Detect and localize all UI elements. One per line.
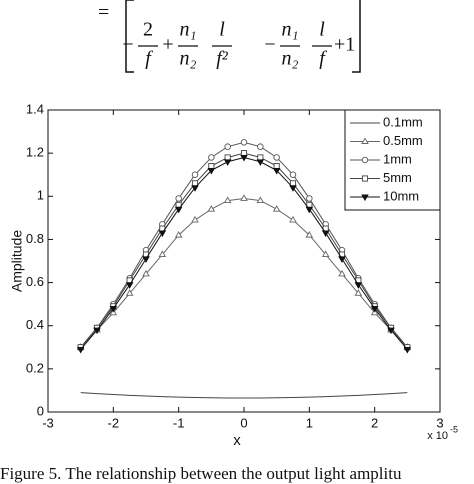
- x-tick-label: -2: [108, 415, 120, 430]
- marker: [338, 256, 346, 263]
- legend-label: 5mm: [383, 170, 412, 185]
- marker: [256, 159, 265, 166]
- eq-numerator: n₁: [180, 19, 197, 41]
- eq-denominator: f: [145, 48, 153, 70]
- eq-denominator: f²: [216, 48, 229, 70]
- marker: [272, 205, 281, 212]
- marker: [305, 206, 314, 214]
- series-line: [80, 392, 408, 399]
- marker: [387, 327, 395, 335]
- marker: [76, 346, 85, 354]
- caption: Figure 5. The relationship between the o…: [0, 464, 402, 483]
- marker: [354, 282, 363, 289]
- legend-label: 1mm: [383, 151, 412, 166]
- x-tick-label: 0: [240, 415, 247, 430]
- y-tick-label: 1.2: [26, 145, 44, 160]
- bracket: [125, 0, 361, 73]
- marker: [361, 156, 369, 164]
- marker: [208, 163, 215, 170]
- marker: [93, 327, 101, 335]
- y-tick-label: 0.8: [26, 231, 44, 246]
- marker: [338, 269, 346, 277]
- marker: [142, 256, 150, 263]
- eq-numerator: l: [219, 19, 225, 41]
- x-axis-label: x: [233, 432, 241, 449]
- marker: [361, 194, 369, 202]
- y-tick-label: 0.4: [26, 317, 44, 332]
- marker: [289, 215, 297, 223]
- x-tick-label: -1: [173, 415, 185, 430]
- marker: [370, 306, 379, 313]
- series-line: [80, 197, 408, 348]
- marker: [257, 143, 264, 150]
- x-exponent: -5: [450, 424, 458, 434]
- marker: [240, 194, 248, 201]
- marker: [207, 205, 216, 212]
- marker: [272, 167, 281, 175]
- marker: [354, 289, 363, 296]
- y-tick-label: 1: [37, 188, 44, 203]
- marker: [306, 195, 313, 202]
- eq-sign: −: [264, 34, 275, 56]
- marker: [224, 154, 231, 161]
- x-tick-label: -3: [42, 415, 54, 430]
- eq-sign: −: [122, 34, 133, 56]
- marker: [175, 195, 182, 202]
- marker: [361, 137, 369, 144]
- marker: [273, 163, 280, 170]
- y-tick-label: 0: [37, 403, 44, 418]
- marker: [158, 230, 167, 238]
- eq-numerator: l: [319, 19, 325, 41]
- equals: =: [98, 2, 109, 24]
- marker: [240, 139, 248, 146]
- marker: [256, 196, 265, 204]
- marker: [257, 154, 264, 161]
- marker: [289, 185, 297, 192]
- eq-tail: +1: [334, 34, 355, 56]
- marker: [305, 231, 314, 238]
- marker: [223, 159, 232, 166]
- legend-label: 10mm: [383, 188, 419, 203]
- marker: [289, 171, 297, 178]
- marker: [142, 269, 150, 277]
- marker: [223, 196, 232, 204]
- marker: [191, 171, 199, 178]
- x-multiplier: x 10: [427, 430, 448, 442]
- marker: [403, 346, 412, 354]
- eq-denominator: n₂: [282, 48, 299, 70]
- y-tick-label: 0.6: [26, 274, 44, 289]
- marker: [158, 250, 167, 257]
- legend-label: 0.5mm: [383, 133, 423, 148]
- marker: [174, 206, 183, 214]
- marker: [191, 215, 199, 223]
- y-tick-label: 1.4: [26, 101, 44, 116]
- marker: [174, 231, 183, 238]
- eq-denominator: f: [319, 48, 327, 70]
- marker: [224, 143, 231, 150]
- marker: [321, 250, 330, 257]
- marker: [240, 155, 248, 162]
- marker: [191, 185, 199, 192]
- marker: [273, 154, 280, 161]
- y-axis-label: Amplitude: [9, 230, 25, 292]
- marker: [321, 230, 330, 238]
- marker: [361, 175, 369, 182]
- marker: [125, 282, 134, 289]
- x-tick-label: 1: [306, 415, 313, 430]
- marker: [240, 150, 248, 157]
- eq-numerator: n₁: [282, 19, 299, 41]
- x-tick-label: 3: [436, 415, 443, 430]
- marker: [109, 306, 118, 313]
- x-tick-label: 2: [371, 415, 378, 430]
- marker: [207, 167, 216, 175]
- marker: [125, 289, 134, 296]
- legend-label: 0.1mm: [383, 114, 423, 129]
- eq-denominator: n₂: [180, 48, 197, 70]
- eq-sign: +: [162, 34, 173, 56]
- marker: [208, 154, 215, 161]
- eq-numerator: 2: [143, 19, 153, 41]
- y-tick-label: 0.2: [26, 360, 44, 375]
